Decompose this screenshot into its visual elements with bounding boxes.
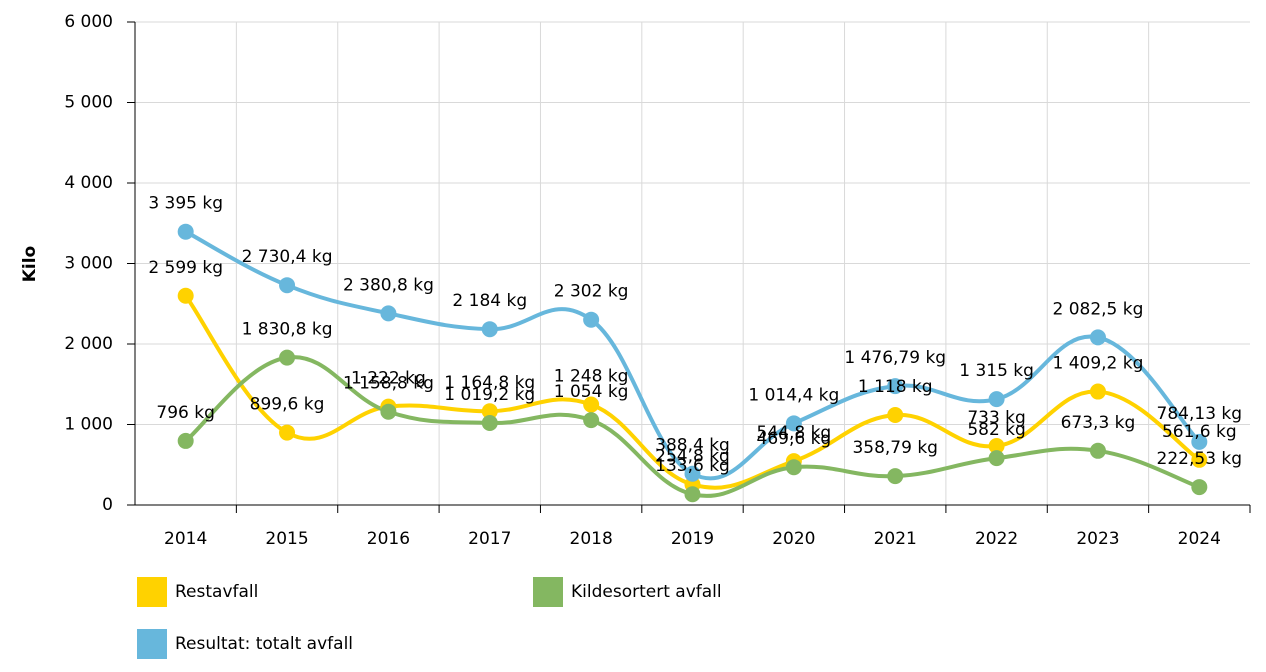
data-label: 358,79 kg [852,438,938,458]
y-tick-label: 5 000 [64,93,113,113]
x-tick-label: 2014 [164,529,207,549]
x-tick-label: 2018 [570,529,613,549]
data-label: 784,13 kg [1157,404,1243,424]
data-label: 733 kg [967,408,1026,428]
markers [177,223,1208,503]
data-label: 388,4 kg [655,436,730,456]
point [988,437,1005,454]
point [684,465,701,482]
x-tick-label: 2023 [1076,529,1119,549]
point [380,403,397,420]
point [1191,451,1208,468]
data-label: 796 kg [156,403,215,423]
point [177,223,194,240]
y-tick-label: 4 000 [64,173,113,193]
point [887,378,904,395]
point [583,412,600,429]
point [684,486,701,503]
data-label: 561,6 kg [1162,422,1237,442]
y-axis-title: Kilo [20,246,40,283]
data-label: 1 164,8 kg [444,373,535,393]
legend-swatch [137,577,167,607]
x-tick-label: 2019 [671,529,714,549]
point [481,414,498,431]
data-label: 582 kg [967,420,1026,440]
point [1089,329,1106,346]
y-tick-label: 0 [102,495,113,515]
x-tick-label: 2016 [367,529,410,549]
data-label: 1 014,4 kg [748,385,839,405]
data-label: 544,8 kg [757,423,832,443]
point [1191,479,1208,496]
point [279,424,296,441]
point [177,287,194,304]
data-label: 3 395 kg [148,194,223,214]
point [279,277,296,294]
x-tick-label: 2021 [874,529,917,549]
y-tick-label: 3 000 [64,254,113,274]
data-label: 469,6 kg [757,429,832,449]
point [1089,442,1106,459]
data-label: 673,3 kg [1061,413,1136,433]
point [887,468,904,485]
legend-swatch [137,629,167,659]
point [177,432,194,449]
data-label: 2 730,4 kg [242,247,333,267]
x-tick-label: 2022 [975,529,1018,549]
data-label: 1 054 kg [554,382,629,402]
point [380,305,397,322]
data-label: 1 830,8 kg [242,320,333,340]
data-label: 1 476,79 kg [844,348,946,368]
legend-swatch [533,577,563,607]
data-label: 1 222 kg [351,369,426,389]
data-label: 2 302 kg [554,282,629,302]
data-label: 1 409,2 kg [1052,354,1143,374]
y-tick-label: 2 000 [64,334,113,354]
data-label: 133,6 kg [655,456,730,476]
legend-label: Resultat: totalt avfall [175,634,353,654]
data-label: 2 599 kg [148,258,223,278]
x-tick-label: 2015 [265,529,308,549]
x-tick-label: 2017 [468,529,511,549]
x-tick-label: 2024 [1178,529,1221,549]
data-label: 1 315 kg [959,361,1034,381]
data-label: 1 118 kg [858,377,933,397]
point [481,403,498,420]
point [887,407,904,424]
data-label: 1 019,2 kg [444,385,535,405]
data-label: 254,8 kg [655,446,730,466]
data-label: 899,6 kg [250,395,325,415]
point [785,415,802,432]
point [481,321,498,338]
point [1191,433,1208,450]
point [988,450,1005,467]
data-label: 1 248 kg [554,367,629,387]
y-tick-label: 6 000 [64,12,113,32]
data-label: 2 380,8 kg [343,275,434,295]
y-tick-label: 1 000 [64,415,113,435]
point [785,459,802,476]
x-tick-label: 2020 [772,529,815,549]
data-label: 222,53 kg [1157,449,1243,469]
legend-label: Kildesortert avfall [571,582,722,602]
grid [135,21,1250,506]
data-label: 2 082,5 kg [1052,299,1143,319]
point [583,311,600,328]
point [279,349,296,366]
point [1089,383,1106,400]
legend-label: Restavfall [175,582,258,602]
point [988,391,1005,408]
data-label: 2 184 kg [452,291,527,311]
data-label: 1 158,8 kg [343,374,434,394]
data-labels: 2 599 kg 899,6 kg 1 222 kg 1 164,8 kg 1 248 … [148,194,1242,477]
point [583,396,600,413]
